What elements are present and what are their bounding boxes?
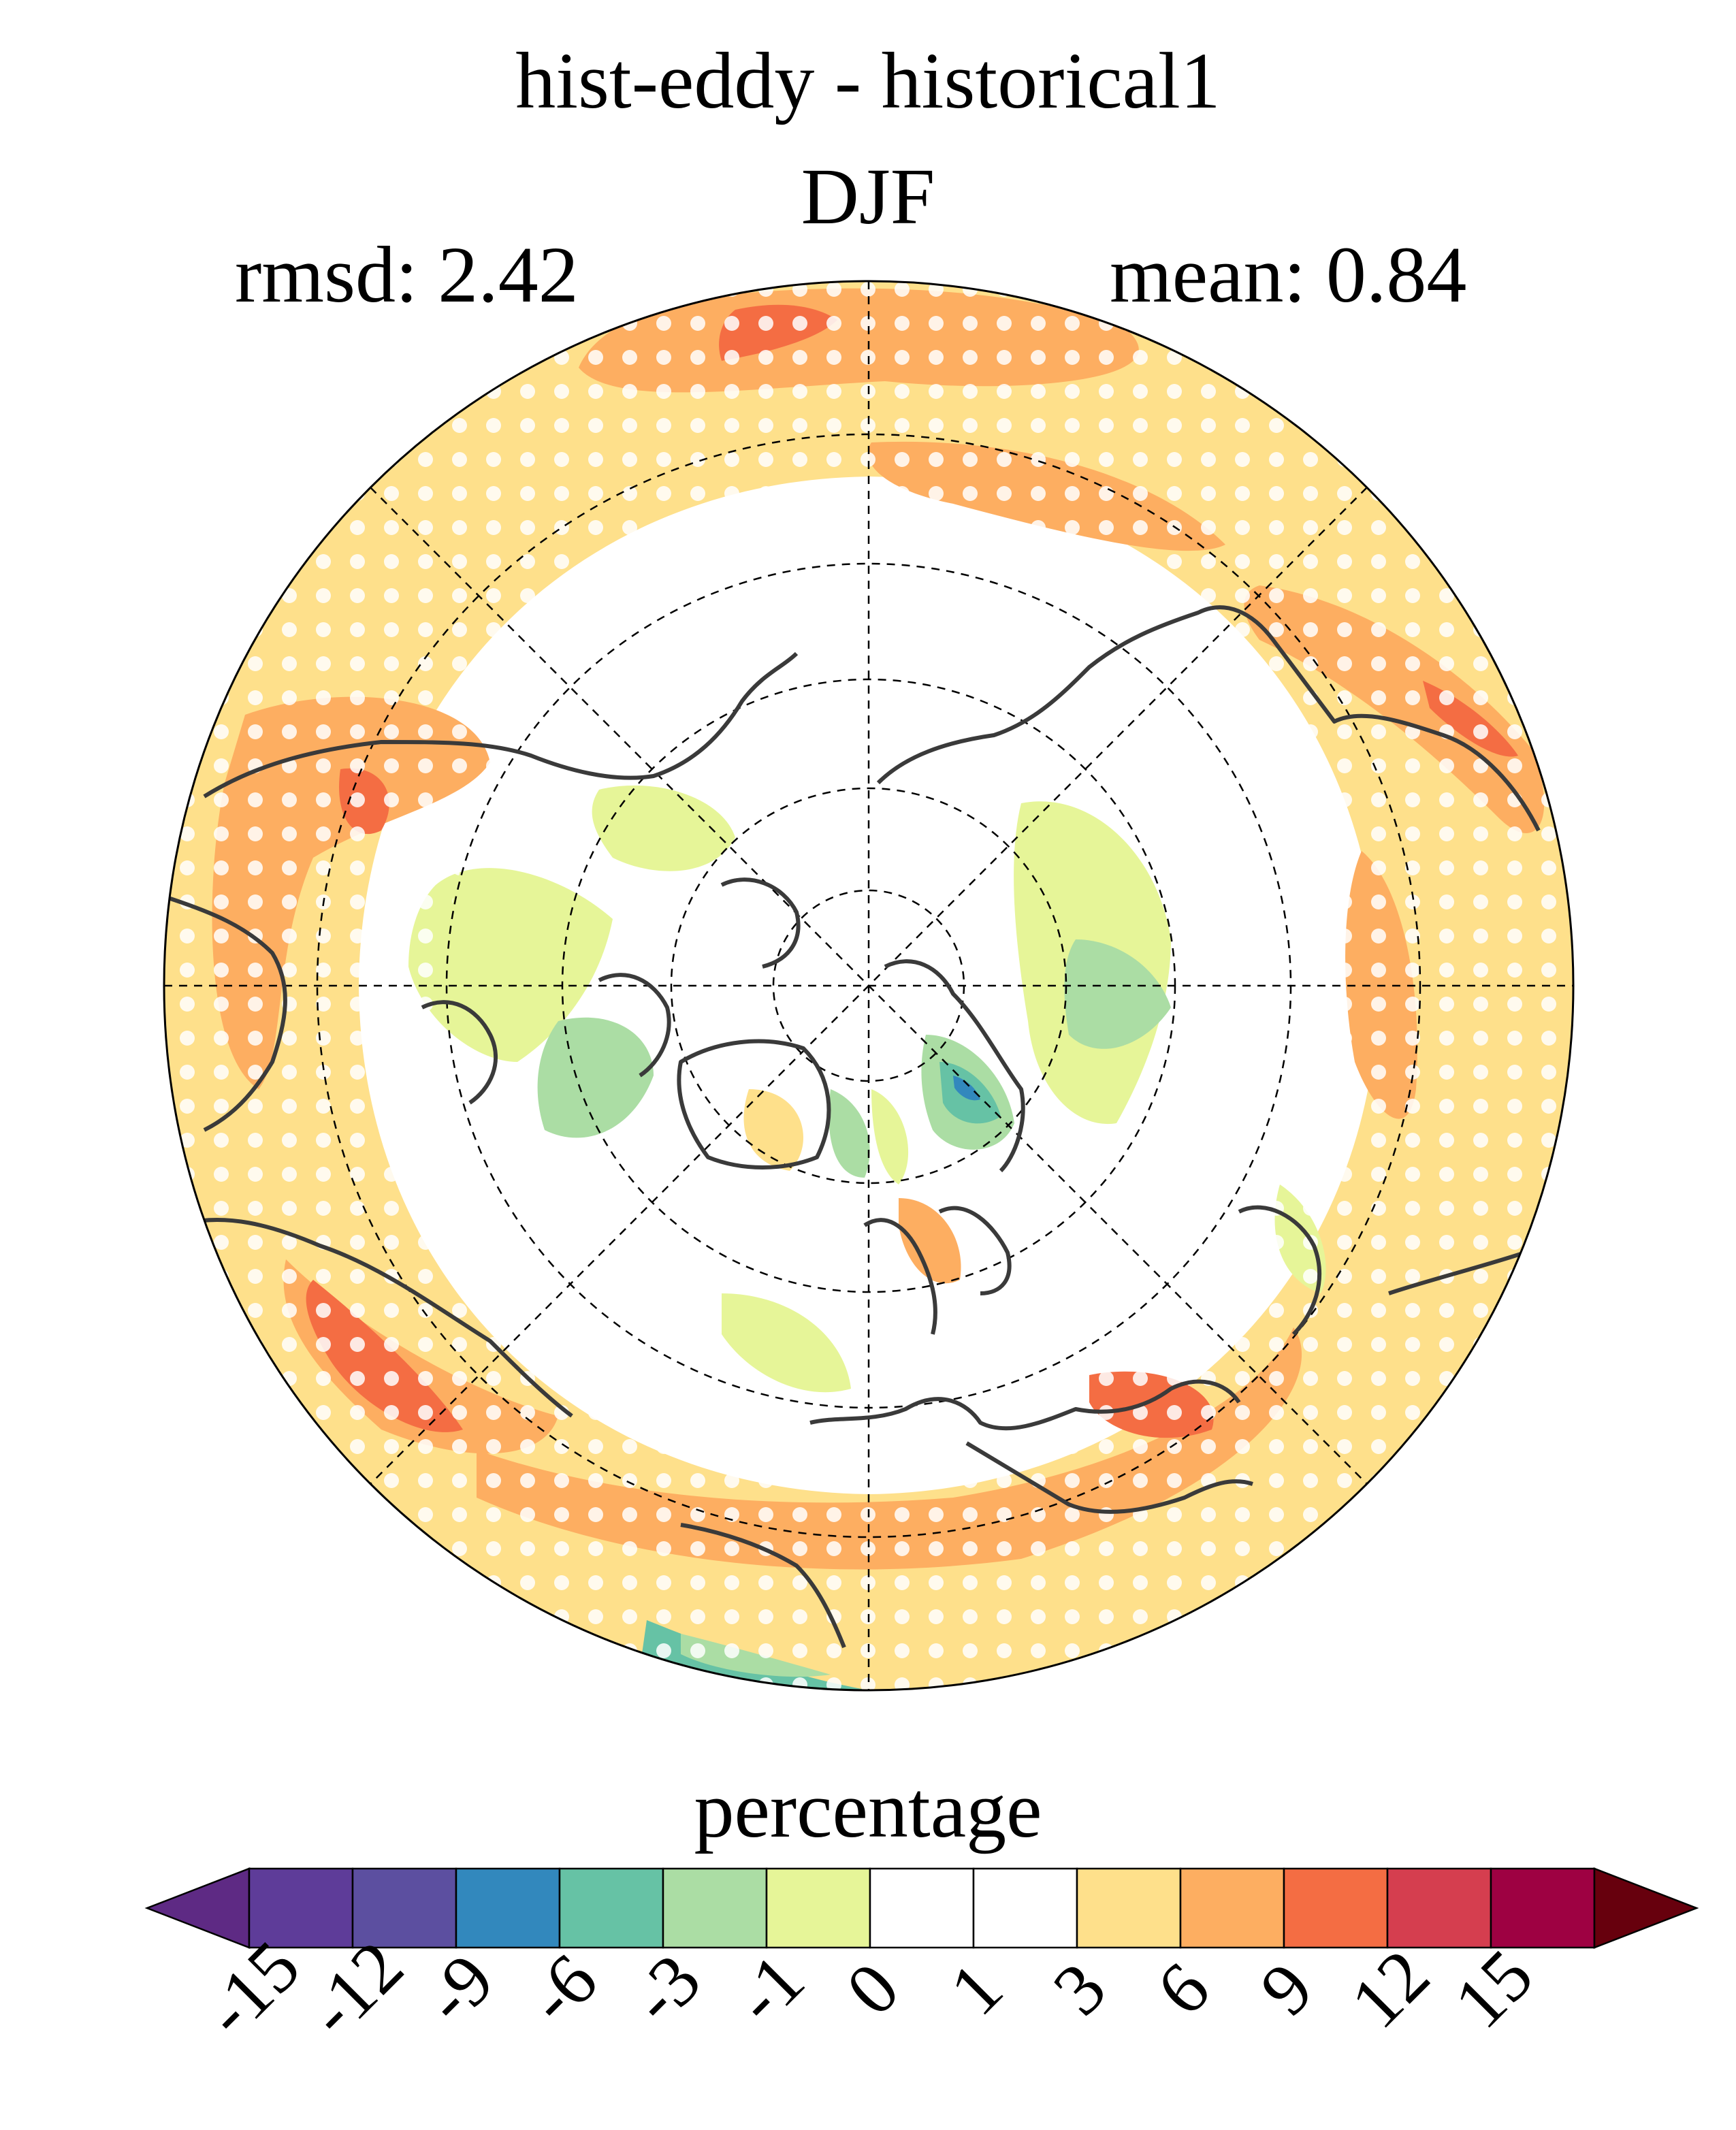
colorbar-cell	[1283, 1867, 1389, 1949]
colorbar-cell	[972, 1867, 1078, 1949]
colorbar-cell	[869, 1867, 975, 1949]
colorbar-cell	[1179, 1867, 1285, 1949]
colorbar-under-arrow	[144, 1867, 251, 1949]
map-title: hist-eddy - historical1	[515, 36, 1221, 125]
colorbar-tick-label: -3	[615, 1939, 716, 2039]
map-field	[164, 281, 1573, 1690]
colorbar-tick-label: 6	[1142, 1948, 1225, 2031]
colorbar-tick-label: -1	[719, 1939, 820, 2039]
map-border	[163, 280, 1575, 1692]
rmsd-label: rmsd: 2.42	[235, 230, 579, 319]
colorbar-tick-label: -9	[408, 1939, 509, 2039]
polar-map	[163, 280, 1575, 1692]
colorbar-tick-label: 9	[1245, 1948, 1328, 2031]
colorbar-cell	[1386, 1867, 1492, 1949]
colorbar-cell	[455, 1867, 561, 1949]
colorbar-cell	[558, 1867, 664, 1949]
colorbar-cell	[662, 1867, 768, 1949]
colorbar-cell	[351, 1867, 457, 1949]
colorbar-tick-label: 3	[1038, 1948, 1121, 2031]
colorbar-cell	[1076, 1867, 1182, 1949]
colorbar-cell	[248, 1867, 354, 1949]
colorbar-over-arrow	[1593, 1867, 1699, 1949]
colorbar-tick-label: 0	[831, 1948, 914, 2031]
colorbar-tick-label: 12	[1336, 1935, 1445, 2044]
colorbar-cell	[1490, 1867, 1596, 1949]
colorbar-tick-label: -6	[512, 1939, 613, 2039]
colorbar-tick-label: 15	[1439, 1935, 1549, 2044]
colorbar-label: percentage	[694, 1765, 1042, 1854]
season-subtitle: DJF	[801, 152, 935, 241]
graticule	[164, 281, 1573, 1690]
mean-label: mean: 0.84	[1110, 230, 1467, 319]
coastlines	[170, 605, 1541, 1649]
colorbar-tick-label: 1	[935, 1948, 1018, 2031]
colorbar-cell	[765, 1867, 871, 1949]
